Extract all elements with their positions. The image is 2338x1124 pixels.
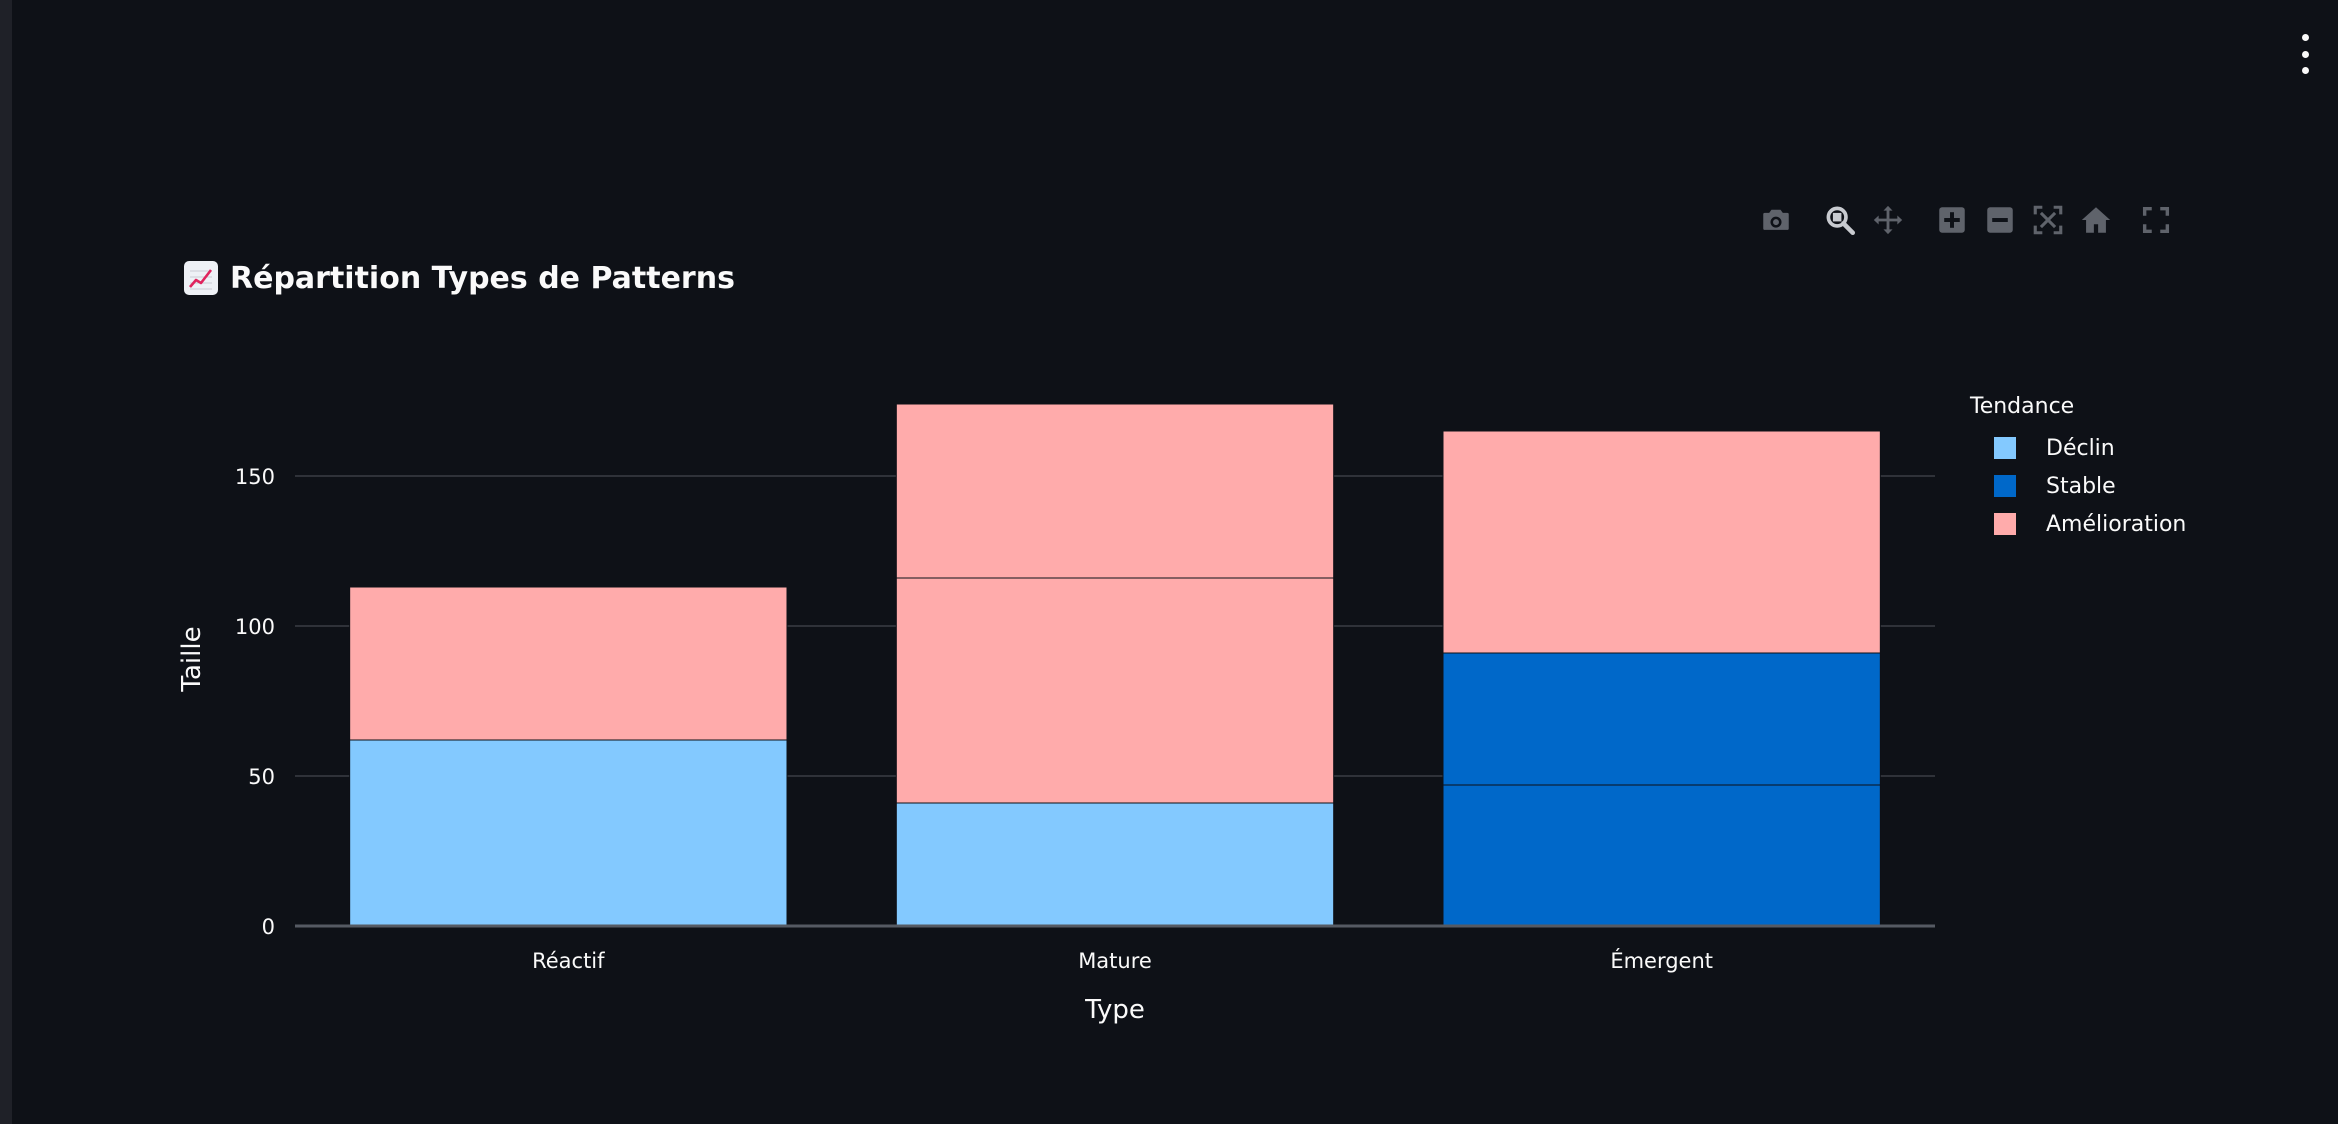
- legend-item-stable[interactable]: Stable: [1970, 467, 2186, 505]
- y-tick-label: 50: [248, 765, 275, 789]
- legend: Tendance Déclin Stable Amélioration: [1970, 394, 2186, 543]
- x-tick-label: Réactif: [532, 949, 605, 973]
- camera-icon[interactable]: [1756, 200, 1796, 240]
- y-axis-title: Taille: [177, 626, 207, 692]
- y-tick-label: 0: [262, 915, 275, 939]
- bars-layer: [349, 403, 1881, 927]
- chart-title-text: Répartition Types de Patterns: [230, 260, 735, 296]
- legend-swatch: [1994, 513, 2016, 535]
- fullscreen-icon[interactable]: [2136, 200, 2176, 240]
- legend-item-declin[interactable]: Déclin: [1970, 429, 2186, 467]
- bar-segment: [1442, 652, 1881, 786]
- y-tick-label: 150: [235, 465, 275, 489]
- home-icon[interactable]: [2076, 200, 2116, 240]
- zoom-out-icon[interactable]: [1980, 200, 2020, 240]
- zoom-in-icon[interactable]: [1932, 200, 1972, 240]
- bar-segment: [349, 739, 788, 927]
- x-tick-label: Émergent: [1610, 948, 1713, 973]
- axis-layer: 0 50 100 150 Réactif Mature Émergent Type Taille: [177, 465, 1935, 1025]
- chart-title: Répartition Types de Patterns: [184, 252, 735, 304]
- plot-modebar: [1756, 200, 2176, 240]
- chart-increasing-icon: [184, 261, 218, 295]
- bar-segment: [1442, 430, 1881, 654]
- legend-label: Déclin: [2046, 435, 2115, 461]
- legend-swatch: [1994, 475, 2016, 497]
- menu-dot: [2301, 67, 2309, 74]
- menu-dot: [2301, 34, 2309, 41]
- menu-dot: [2301, 50, 2309, 58]
- bar-segment: [1442, 784, 1881, 927]
- sidebar-edge: [0, 0, 12, 1124]
- bar-segment: [895, 403, 1335, 579]
- pan-icon[interactable]: [1868, 200, 1908, 240]
- x-axis-title: Type: [1084, 995, 1145, 1025]
- legend-label: Amélioration: [2046, 511, 2187, 537]
- legend-item-amelioration[interactable]: Amélioration: [1970, 505, 2186, 543]
- bar-segment: [349, 586, 788, 741]
- x-tick-label: Mature: [1078, 949, 1152, 973]
- legend-swatch: [1994, 437, 2016, 459]
- bar-segment: [895, 802, 1335, 927]
- main-menu-button[interactable]: [2296, 34, 2314, 74]
- bar-segment: [895, 577, 1335, 804]
- autoscale-icon[interactable]: [2028, 200, 2068, 240]
- zoom-icon[interactable]: [1820, 200, 1860, 240]
- y-tick-label: 100: [235, 615, 275, 639]
- legend-label: Stable: [2046, 473, 2116, 499]
- legend-title: Tendance: [1970, 394, 2075, 419]
